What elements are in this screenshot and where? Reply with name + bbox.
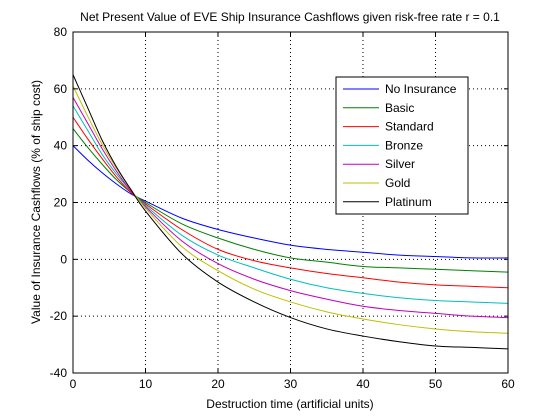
series-line-bronze [72, 105, 509, 304]
x-tick-label: 30 [284, 377, 298, 391]
series-lines [72, 74, 509, 350]
x-tick-label: 0 [70, 377, 77, 391]
legend-label-no-insurance: No Insurance [385, 82, 457, 96]
legend-label-basic: Basic [385, 101, 414, 115]
legend-label-platinum: Platinum [385, 195, 432, 209]
x-tick-label: 20 [211, 377, 225, 391]
y-tick-label: -40 [50, 366, 68, 380]
series-line-basic [72, 128, 509, 273]
y-axis-title: Value of Insurance Cashflows (% of ship … [29, 80, 43, 324]
y-tick-label: -20 [50, 309, 68, 323]
legend-label-bronze: Bronze [385, 138, 423, 152]
x-tick-label: 50 [429, 377, 443, 391]
axis-ticks: 0 10 20 30 40 50 60 -40 -20 0 20 40 60 80 [50, 25, 515, 391]
series-line-no-insurance [72, 145, 509, 259]
x-axis-title: Destruction time (artificial units) [206, 397, 373, 411]
y-tick-label: 20 [54, 196, 68, 210]
chart-title: Net Present Value of EVE Ship Insurance … [80, 10, 500, 24]
legend-label-standard: Standard [385, 120, 434, 134]
series-line-gold [72, 85, 509, 334]
x-tick-label: 10 [139, 377, 153, 391]
y-tick-label: 0 [60, 252, 67, 266]
y-tick-label: 60 [54, 82, 68, 96]
legend-label-gold: Gold [385, 176, 410, 190]
series-line-standard [72, 116, 509, 289]
legend: No Insurance Basic Standard Bronze Silver Gol… [335, 76, 469, 215]
series-line-platinum [72, 74, 509, 350]
legend-label-silver: Silver [385, 157, 415, 171]
x-tick-label: 40 [356, 377, 370, 391]
series-line-silver [72, 97, 509, 319]
y-tick-label: 80 [54, 25, 68, 39]
x-tick-label: 60 [501, 377, 515, 391]
y-tick-label: 40 [54, 139, 68, 153]
